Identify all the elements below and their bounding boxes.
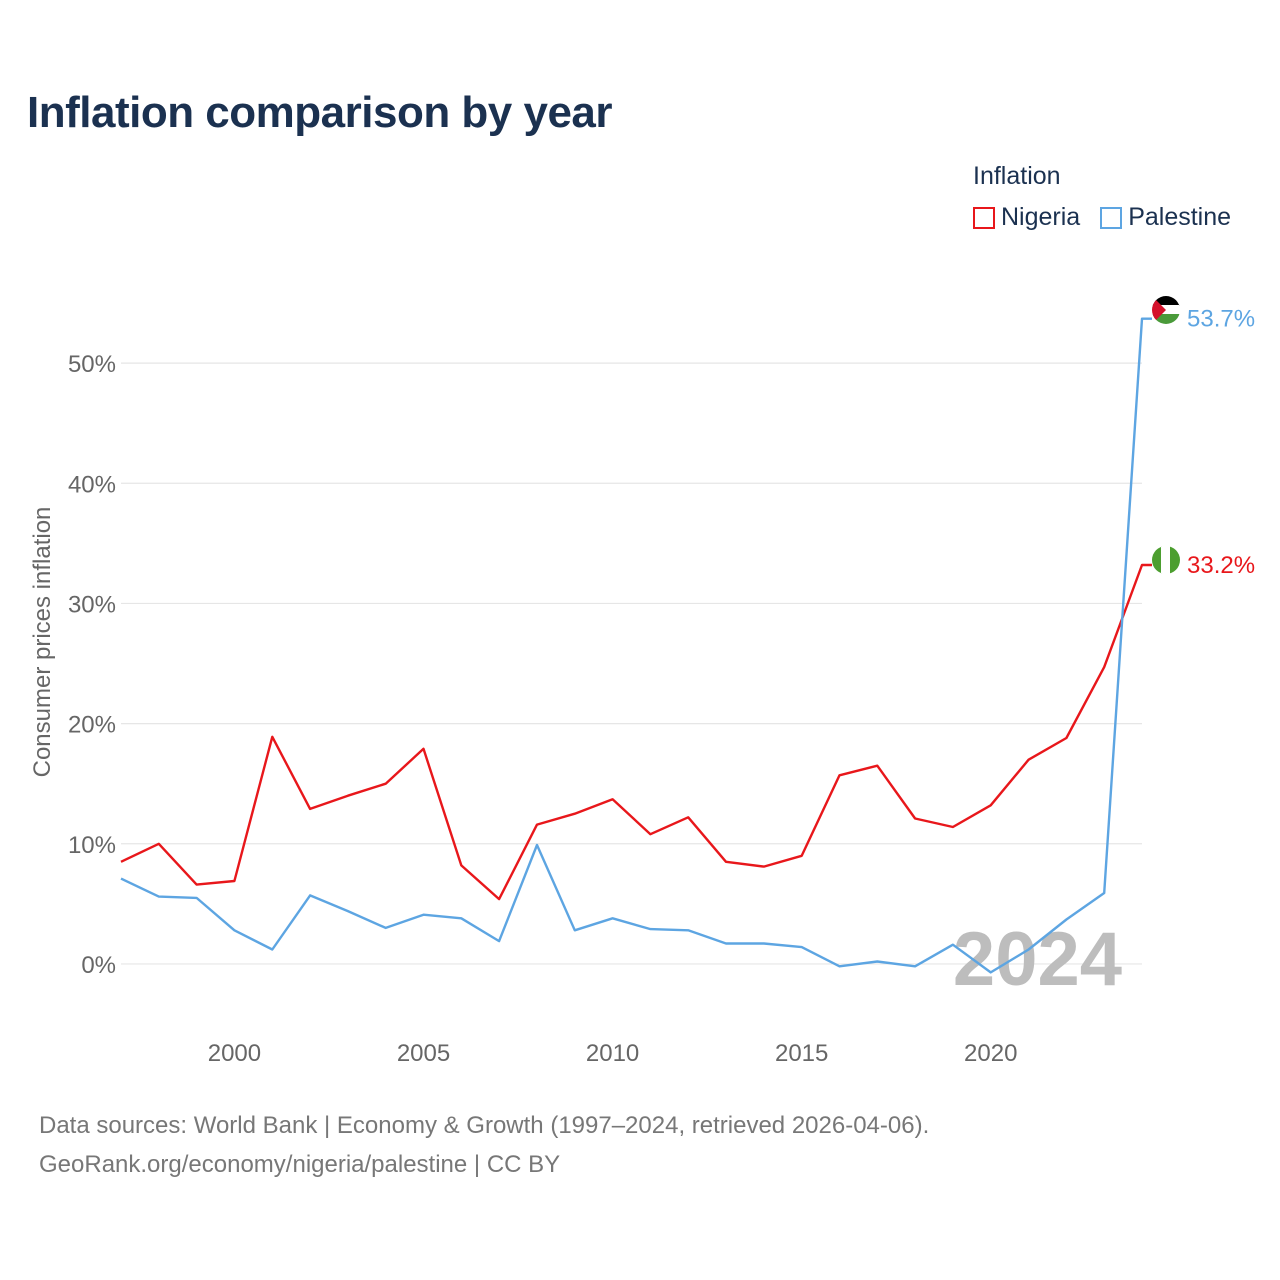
legend-label-nigeria: Nigeria (1001, 203, 1081, 231)
nigeria-flag-icon (1152, 546, 1180, 574)
line-chart: 2024 0% 10% 20% 30% 40% 50% 2000 2005 2010 2015 2… (29, 296, 1255, 1067)
end-value-label-nigeria: 33.2% (1187, 552, 1255, 579)
source-line-1: Data sources: World Bank | Economy & Gro… (39, 1112, 930, 1139)
source-note: Data sources: World Bank | Economy & Gro… (39, 1106, 929, 1184)
y-axis-label: Consumer prices inflation (29, 507, 56, 778)
legend-label-palestine: Palestine (1128, 203, 1232, 231)
end-value-label-palestine: 53.7% (1187, 306, 1255, 333)
year-watermark: 2024 (953, 917, 1122, 1002)
x-tick-label: 2020 (964, 1040, 1017, 1067)
legend-swatch-palestine (1100, 206, 1123, 229)
y-tick-label: 0% (81, 952, 116, 979)
legend: Inflation Nigeria Palestine (973, 162, 1231, 232)
y-tick-label: 50% (68, 351, 116, 378)
chart-title: Inflation comparison by year (27, 88, 613, 137)
y-tick-label: 10% (68, 832, 116, 859)
legend-item-nigeria[interactable]: Nigeria (973, 203, 1080, 232)
x-tick-label: 2000 (208, 1040, 261, 1067)
series-line-nigeria[interactable] (120, 563, 1152, 901)
legend-item-palestine[interactable]: Palestine (1100, 203, 1231, 232)
palestine-flag-icon (1152, 296, 1180, 324)
x-tick-label: 2015 (775, 1040, 828, 1067)
legend-title: Inflation (973, 162, 1061, 190)
y-tick-label: 40% (68, 471, 116, 498)
x-tick-label: 2010 (586, 1040, 639, 1067)
y-tick-label: 30% (68, 591, 116, 618)
series-line-palestine[interactable] (120, 317, 1152, 974)
x-tick-label: 2005 (397, 1040, 450, 1067)
legend-swatch-nigeria (973, 206, 995, 229)
y-tick-label: 20% (68, 712, 116, 739)
source-link[interactable]: GeoRank.org/economy/nigeria/palestine | … (39, 1151, 561, 1178)
